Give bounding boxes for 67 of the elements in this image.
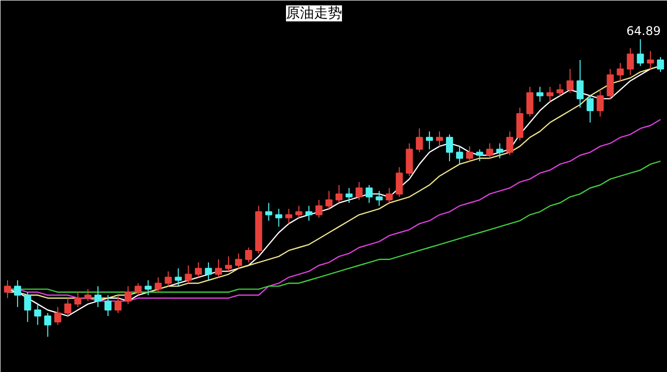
candlestick [506,130,514,156]
candlestick [24,292,32,322]
candlestick [325,190,332,210]
candlestick [546,86,554,102]
candlestick [496,142,504,159]
chart-title: 原油走势 [286,5,342,22]
candlestick [214,258,222,278]
candlestick [586,95,594,124]
candlestick [486,142,494,159]
candlestick [265,202,272,222]
candlestick [235,252,242,269]
candlestick [184,264,192,284]
candlestick [516,107,524,141]
candlestick [114,294,122,314]
candlestick [174,268,182,287]
candlestick [386,187,393,204]
candlestick [204,262,212,281]
candlestick [94,286,102,308]
candlestick [336,184,343,204]
candlestick [566,68,574,94]
candlestick [526,86,534,118]
candlestick [34,304,42,326]
candlestick [124,286,132,305]
candlestick [285,208,292,224]
candlestick [376,190,383,206]
candlestick [576,60,584,108]
candlestick [646,50,654,70]
candlestick [144,280,152,296]
candlestick [396,166,403,198]
candlestick [456,146,464,165]
candlestick [416,128,423,153]
candlestick [446,134,454,162]
candlestick [436,130,443,147]
candlestick [295,205,302,218]
candlestick [225,256,232,272]
candlestick [44,312,52,338]
candlestick [626,48,634,76]
candlestick [466,146,474,162]
candlestick [164,270,172,287]
candlestick [596,89,604,118]
candlestick [656,56,664,72]
candlestick [104,294,112,316]
candlestick [366,184,373,204]
candlestick [606,68,614,100]
candlestick [154,276,162,293]
candlestick [4,280,12,299]
candlestick [406,142,413,177]
candlestick [346,187,353,204]
candlestick [315,199,322,218]
candlestick [616,62,624,82]
candlestick [275,208,282,228]
candlestick [14,280,22,308]
candlestick [245,247,252,263]
candlestick [64,298,72,316]
candlestick [636,38,644,66]
candlestick [356,182,363,200]
candlestick [54,306,62,326]
candlestick [84,288,92,302]
candlestick [74,292,82,308]
candlestick [426,130,433,150]
candlestick [305,205,312,222]
text: 64.89 [626,24,661,38]
candlestick [556,83,564,96]
candlestick [536,86,544,102]
candlestick [476,148,484,162]
candlestick [194,262,202,278]
candlestick [134,282,142,296]
